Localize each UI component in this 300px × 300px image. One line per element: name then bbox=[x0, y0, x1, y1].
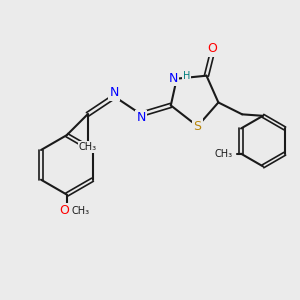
Text: S: S bbox=[194, 120, 202, 133]
Text: N: N bbox=[110, 86, 119, 99]
Text: O: O bbox=[59, 204, 69, 218]
Text: H: H bbox=[183, 71, 190, 81]
Text: CH₃: CH₃ bbox=[72, 206, 90, 216]
Text: CH₃: CH₃ bbox=[214, 149, 232, 159]
Text: N: N bbox=[136, 111, 146, 124]
Text: N: N bbox=[169, 72, 178, 85]
Text: O: O bbox=[208, 42, 218, 56]
Text: CH₃: CH₃ bbox=[79, 142, 97, 152]
